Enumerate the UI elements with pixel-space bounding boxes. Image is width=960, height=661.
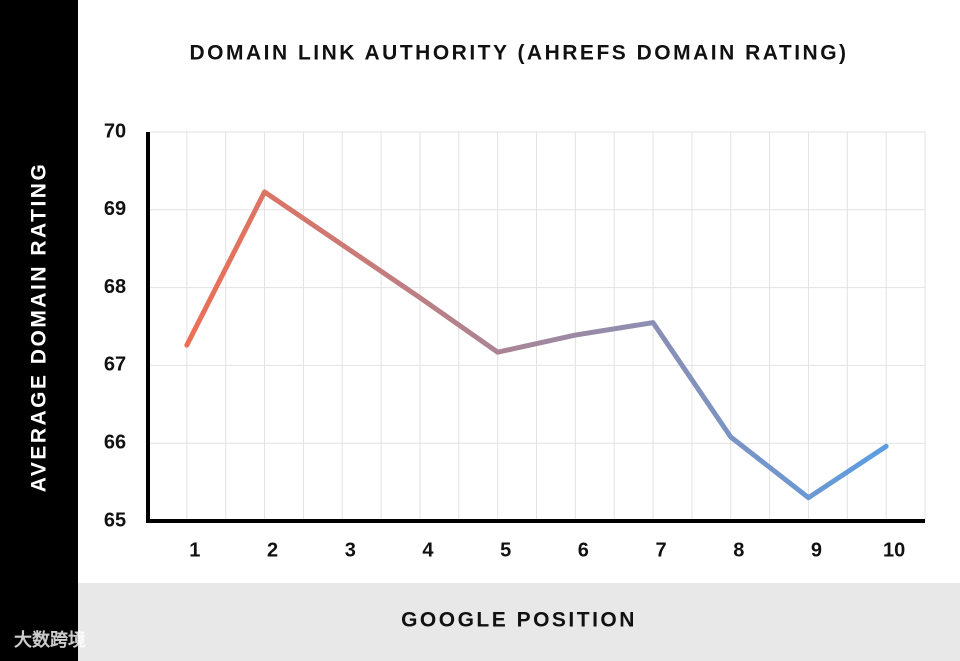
line-series	[184, 189, 889, 501]
x-tick-label: 3	[345, 539, 356, 561]
x-tick-label: 5	[500, 539, 511, 561]
y-tick-label: 69	[104, 198, 126, 220]
x-tick-label: 6	[578, 539, 589, 561]
x-axis-label: GOOGLE POSITION	[401, 609, 637, 632]
x-tick-label: 2	[267, 539, 278, 561]
x-tick-label: 4	[422, 539, 434, 561]
x-tick-label: 1	[189, 539, 200, 561]
y-tick-label: 68	[104, 276, 126, 298]
y-label-band	[0, 0, 78, 661]
y-tick-label: 70	[104, 120, 126, 142]
y-tick-label: 67	[104, 354, 126, 376]
x-tick-label: 7	[655, 539, 666, 561]
chart-title: DOMAIN LINK AUTHORITY (AHREFS DOMAIN RAT…	[189, 42, 848, 65]
x-tick-label: 9	[811, 539, 822, 561]
x-tick-label: 8	[733, 539, 744, 561]
x-tick-label: 10	[883, 539, 905, 561]
watermark: 大数跨境	[14, 629, 86, 650]
y-tick-label: 66	[104, 431, 126, 453]
x-label-band	[78, 583, 960, 661]
y-axis-label: AVERAGE DOMAIN RATING	[28, 162, 51, 493]
y-tick-label: 65	[104, 509, 126, 531]
